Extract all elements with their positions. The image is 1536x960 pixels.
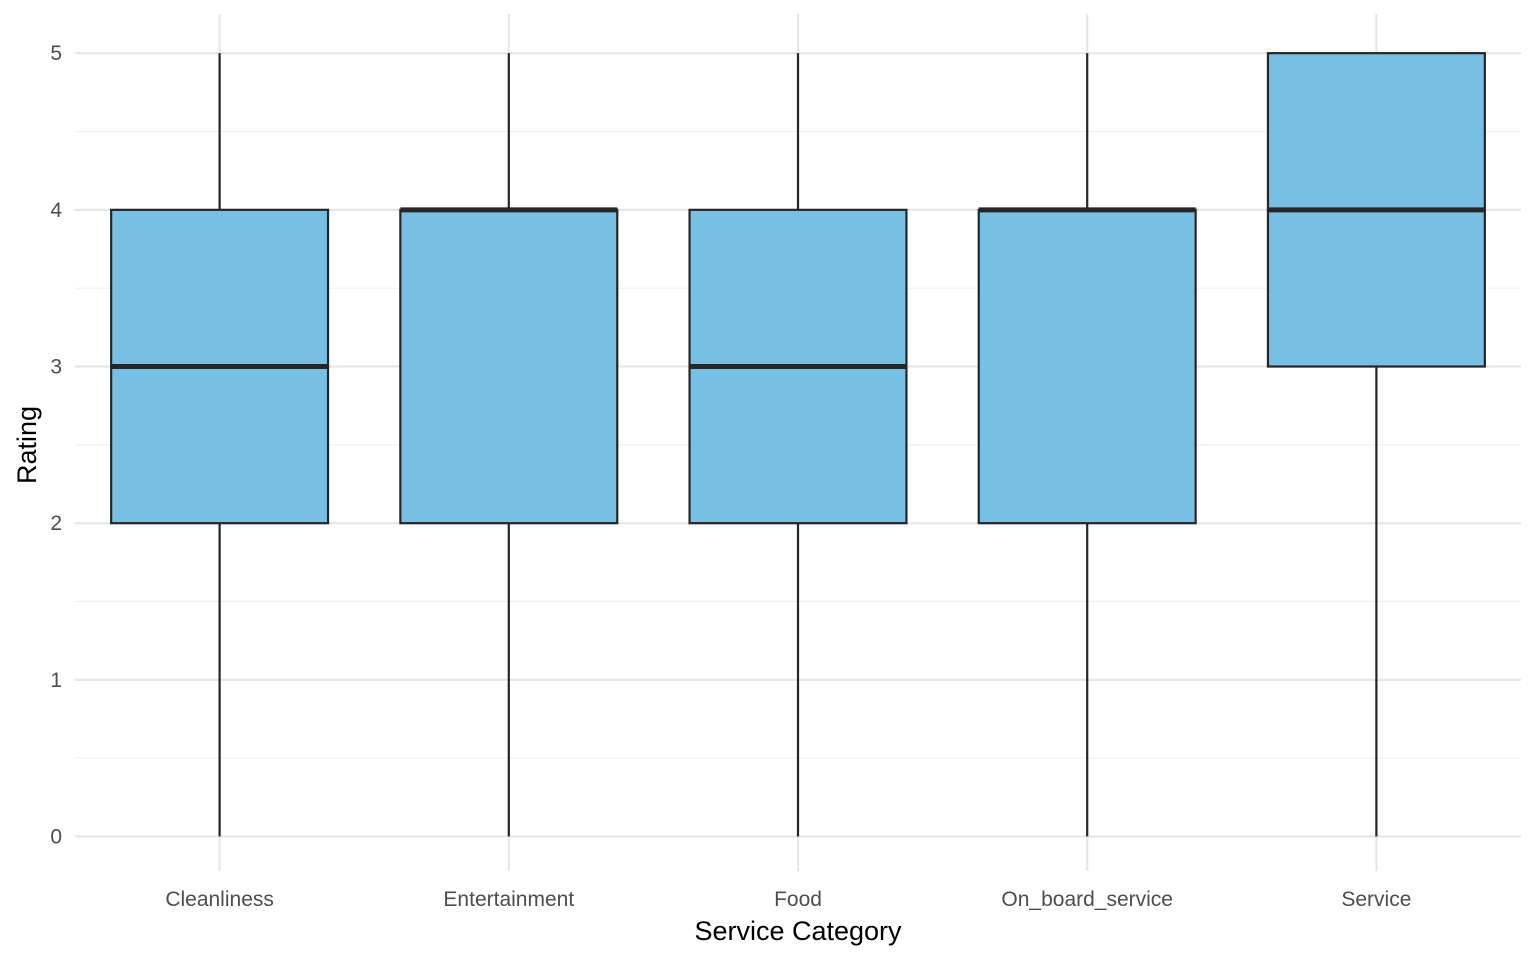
y-tick-label: 2 (50, 512, 62, 535)
box-cleanliness (110, 53, 330, 837)
x-tick-label: Food (774, 888, 822, 911)
y-tick-label: 1 (50, 669, 62, 692)
box-iqr (399, 208, 619, 525)
x-tick-label: On_board_service (1001, 888, 1173, 911)
y-tick-label: 3 (50, 356, 62, 379)
y-axis-ticks: 0 1 2 3 4 5 (50, 42, 62, 848)
y-tick-label: 0 (50, 826, 62, 849)
box-plot-series (110, 52, 1486, 837)
box-iqr (977, 208, 1197, 525)
x-axis-title: Service Category (694, 916, 902, 946)
box-entertainment (399, 53, 619, 837)
box-on-board-service (977, 53, 1197, 837)
y-tick-label: 5 (50, 42, 62, 65)
x-tick-label: Entertainment (443, 888, 574, 911)
box-food (688, 53, 908, 837)
y-axis-title: Rating (12, 406, 42, 484)
x-tick-label: Cleanliness (165, 888, 274, 911)
y-tick-label: 4 (50, 199, 62, 222)
box-service (1266, 52, 1486, 837)
x-tick-label: Service (1341, 888, 1411, 911)
x-axis-ticks: Cleanliness Entertainment Food On_board_ser… (165, 888, 1411, 911)
